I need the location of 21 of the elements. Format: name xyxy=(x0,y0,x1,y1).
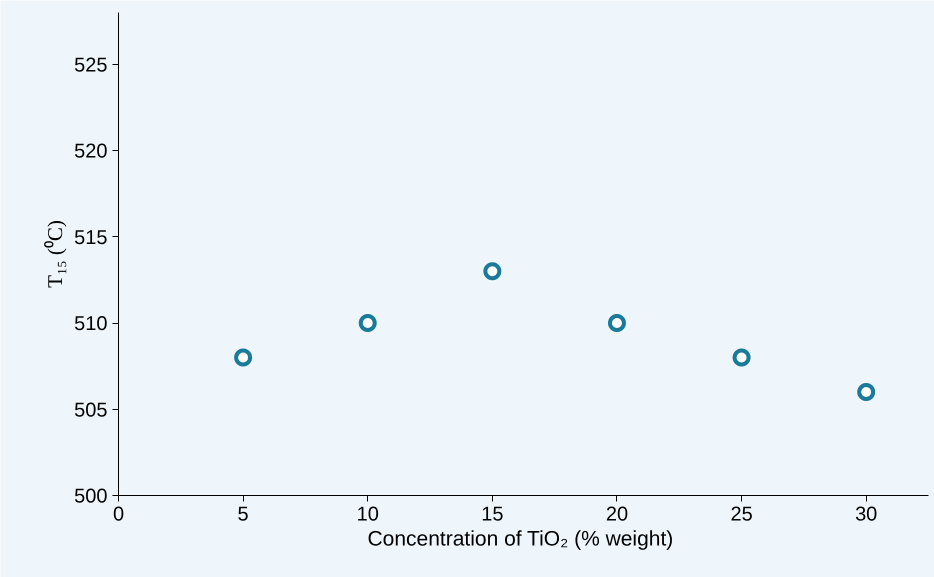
y-tick-label: 525 xyxy=(74,54,108,76)
point xyxy=(358,314,377,332)
point xyxy=(857,383,876,401)
point xyxy=(732,348,751,366)
x-tick-label: 10 xyxy=(356,504,379,526)
y-tick-label: 520 xyxy=(74,140,108,162)
x-axis-title: Concentration of TiO₂ (% weight) xyxy=(368,528,674,550)
y-tick-label: 510 xyxy=(74,313,108,335)
y-tick-label: 515 xyxy=(74,226,108,249)
point xyxy=(608,314,626,332)
point xyxy=(483,262,502,280)
x-tick-label: 30 xyxy=(855,504,878,526)
y-tick-label: 500 xyxy=(74,486,108,508)
x-tick-label: 0 xyxy=(112,504,124,526)
x-tick-label: 20 xyxy=(606,504,628,526)
point xyxy=(234,348,252,366)
x-tick-label: 15 xyxy=(481,504,504,526)
x-tick-label: 5 xyxy=(238,504,249,526)
x-tick-label: 25 xyxy=(730,504,753,526)
y-tick-label: 505 xyxy=(74,399,108,422)
y-axis-title: T₁₅ (⁰C) xyxy=(43,220,68,288)
